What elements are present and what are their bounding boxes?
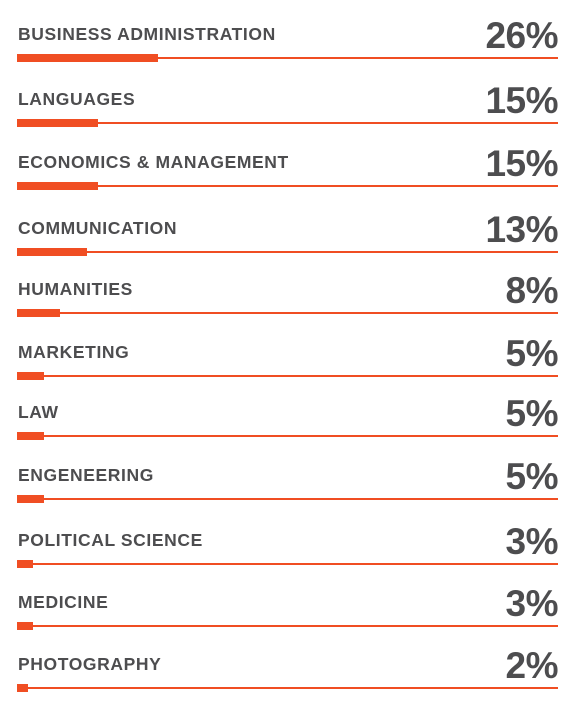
category-label: COMMUNICATION (18, 218, 178, 238)
value-label: 26% (485, 15, 558, 56)
bar-row: POLITICAL SCIENCE 3% (17, 519, 559, 583)
bar-fill (17, 309, 61, 317)
value-label: 5% (505, 456, 559, 497)
bar-track (17, 57, 558, 59)
category-label: LANGUAGES (18, 89, 136, 109)
category-label: PHOTOGRAPHY (18, 654, 162, 674)
bar-fill (17, 372, 45, 380)
bar-row: LANGUAGES 15% (17, 78, 558, 142)
bar-track (17, 498, 558, 500)
bar-row: COMMUNICATION 13% (17, 207, 558, 271)
bar-row: HUMANITIES 8% (17, 268, 559, 332)
bar-track (17, 122, 558, 124)
bar-track (17, 687, 558, 689)
category-label: LAW (18, 402, 59, 422)
bar-track (17, 625, 558, 627)
bar-fill (17, 54, 158, 62)
category-label: MARKETING (18, 342, 130, 362)
chart: BUSINESS ADMINISTRATION 26% LANGUAGES 15% EC… (17, 0, 559, 708)
bar-track (17, 375, 558, 377)
bar-track (17, 563, 558, 565)
bar-fill (17, 182, 99, 190)
category-label: ECONOMICS & MANAGEMENT (18, 152, 289, 172)
bar-track (17, 435, 558, 437)
bar-fill (17, 248, 88, 256)
bar-fill (17, 622, 34, 630)
category-label: BUSINESS ADMINISTRATION (18, 24, 276, 44)
value-label: 5% (505, 393, 559, 434)
category-label: HUMANITIES (18, 279, 133, 299)
category-label: ENGENEERING (18, 465, 154, 485)
bar-track (17, 185, 558, 187)
bar-track (17, 251, 558, 253)
value-label: 2% (505, 645, 559, 686)
value-label: 15% (485, 80, 558, 121)
category-label: MEDICINE (18, 592, 109, 612)
bar-row: LAW 5% (17, 391, 559, 455)
value-label: 13% (485, 209, 558, 250)
bar-row: MARKETING 5% (17, 331, 559, 395)
value-label: 5% (505, 333, 559, 374)
bar-row: ENGENEERING 5% (17, 454, 559, 518)
bar-row: MEDICINE 3% (17, 581, 559, 645)
value-label: 3% (505, 583, 559, 624)
bar-row: ECONOMICS & MANAGEMENT 15% (17, 141, 558, 205)
bar-fill (17, 495, 45, 503)
bar-fill (17, 432, 45, 440)
bar-row: PHOTOGRAPHY 2% (17, 643, 559, 707)
bar-track (17, 312, 558, 314)
value-label: 8% (505, 270, 559, 311)
bar-fill (17, 684, 28, 692)
category-label: POLITICAL SCIENCE (18, 530, 203, 550)
value-label: 15% (485, 143, 558, 184)
bar-fill (17, 560, 34, 568)
value-label: 3% (505, 521, 559, 562)
bar-row: BUSINESS ADMINISTRATION 26% (17, 13, 558, 77)
bar-fill (17, 119, 99, 127)
